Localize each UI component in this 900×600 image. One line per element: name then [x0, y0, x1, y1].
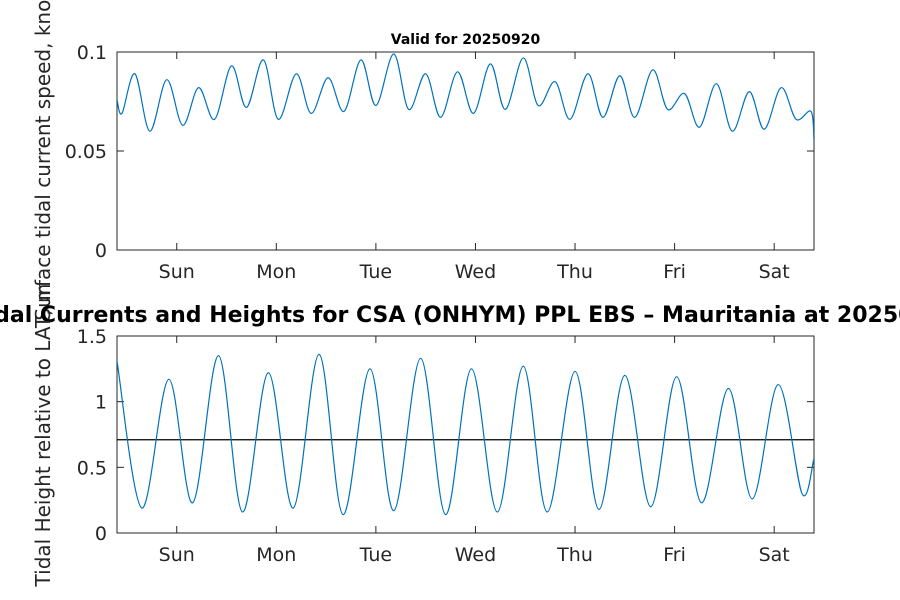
speed-y-tick-label: 0: [95, 240, 107, 262]
speed-x-tick-label: Fri: [663, 261, 686, 283]
height-x-tick-label: Fri: [663, 544, 686, 566]
height-axes-box: [116, 335, 815, 534]
speed-series-line: [117, 53, 814, 142]
height-x-tick-label: Wed: [455, 544, 496, 566]
speed-x-tick-label: Tue: [359, 261, 392, 283]
speed-x-tick-label: Mon: [256, 261, 296, 283]
speed-axes-box: [116, 51, 815, 251]
height-x-tick-label: Thu: [556, 544, 593, 566]
height-x-tick-label: Tue: [359, 544, 392, 566]
speed-x-tick-label: Sun: [159, 261, 195, 283]
height-series-line: [117, 353, 814, 516]
speed-chart-title: Valid for 20250920: [391, 32, 541, 48]
height-x-tick-label: Sun: [159, 544, 195, 566]
speed-y-axis-label: Surface tidal current speed, knots: [31, 0, 55, 321]
height-y-tick-label: 1: [95, 392, 107, 414]
height-x-tick-label: Mon: [256, 544, 296, 566]
speed-chart: 0 0.05 0.1 Sun Mon Tue Wed Thu Fri Sat Valid for 2…: [31, 0, 815, 321]
speed-x-tick-label: Sat: [759, 261, 790, 283]
height-y-tick-label: 0: [95, 523, 107, 545]
speed-y-tick-label: 0.05: [65, 141, 107, 163]
speed-y-tick-label: 0.1: [77, 42, 107, 64]
height-y-tick-label: 1.5: [77, 326, 107, 348]
height-chart: 0 0.5 1 1.5 Sun Mon Tue Wed Thu Fri Sat Tidal Curre…: [0, 284, 900, 588]
speed-x-tick-label: Wed: [455, 261, 496, 283]
height-y-tick-label: 0.5: [77, 457, 107, 479]
speed-x-tick-label: Thu: [556, 261, 593, 283]
height-chart-title: Tidal Currents and Heights for CSA (ONHY…: [0, 303, 900, 328]
height-x-tick-label: Sat: [759, 544, 790, 566]
height-y-axis-label: Tidal Height relative to LAT, m: [31, 284, 55, 588]
